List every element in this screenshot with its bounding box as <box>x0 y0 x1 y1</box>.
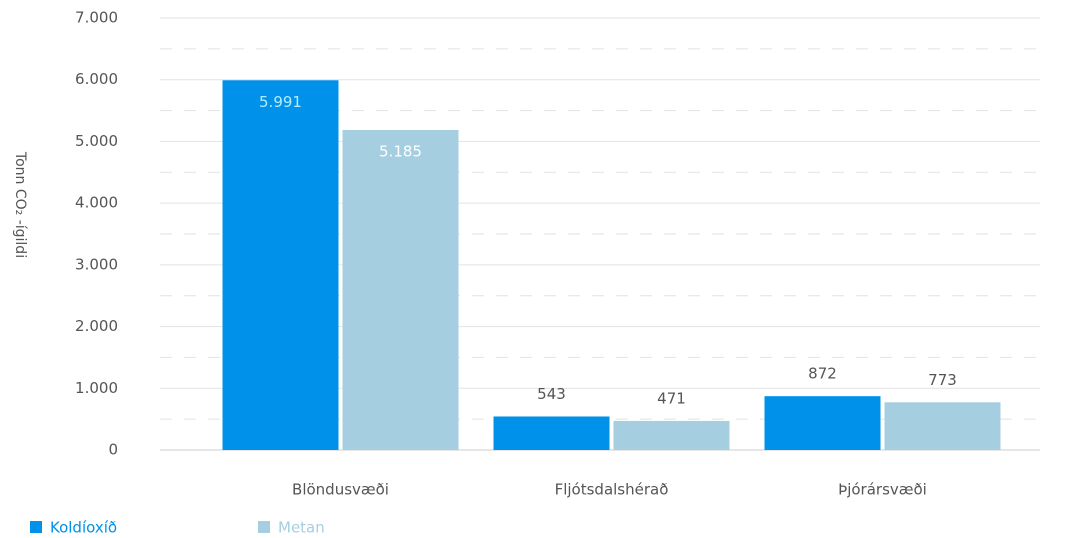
y-tick-label: 3.000 <box>75 255 118 273</box>
y-tick-label: 5.000 <box>75 132 118 150</box>
bar <box>613 420 730 450</box>
y-axis-label: Tonn CO₂ -ígildi <box>12 151 28 258</box>
legend-swatch <box>30 521 42 533</box>
legend-swatch <box>258 521 270 533</box>
legend-label: Metan <box>278 519 325 537</box>
bar <box>764 396 881 450</box>
bar <box>342 130 459 451</box>
y-tick-label: 2.000 <box>75 317 118 335</box>
value-label: 543 <box>537 385 566 403</box>
y-tick-label: 0 <box>108 441 118 459</box>
legend-label: Koldíoxíð <box>50 519 117 537</box>
x-tick-label: Þjórársvæði <box>838 481 927 499</box>
bar <box>222 80 339 450</box>
value-label: 471 <box>657 389 686 407</box>
y-tick-label: 6.000 <box>75 70 118 88</box>
x-tick-label: Fljótsdalshérað <box>555 481 669 499</box>
bar <box>493 416 610 450</box>
value-label: 5.185 <box>379 143 422 161</box>
value-label: 872 <box>808 365 837 383</box>
y-tick-label: 4.000 <box>75 194 118 212</box>
value-label: 773 <box>928 371 957 389</box>
y-tick-label: 1.000 <box>75 379 118 397</box>
x-tick-label: Blöndusvæði <box>292 481 389 499</box>
y-tick-label: 7.000 <box>75 9 118 27</box>
bar <box>884 402 1001 450</box>
value-label: 5.991 <box>259 93 302 111</box>
